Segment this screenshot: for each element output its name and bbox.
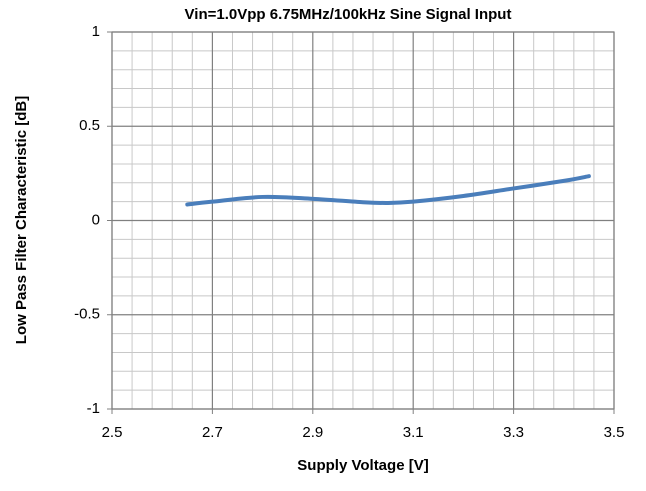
chart-subtitle: Vin=1.0Vpp 6.75MHz/100kHz Sine Signal In… — [185, 6, 512, 23]
y-tick-label: 0 — [92, 211, 100, 228]
x-axis-label: Supply Voltage [V] — [297, 457, 428, 474]
y-tick-label: -1 — [87, 400, 100, 417]
x-tick-label: 3.5 — [604, 424, 625, 441]
y-tick-label: 0.5 — [79, 117, 100, 134]
y-tick-label: -0.5 — [74, 306, 100, 323]
x-tick-label: 2.5 — [102, 424, 123, 441]
x-tick-label: 3.1 — [403, 424, 424, 441]
data-line — [185, 174, 591, 207]
x-tick-label: 3.3 — [503, 424, 524, 441]
x-tick-label: 2.9 — [302, 424, 323, 441]
plot-border — [111, 31, 615, 410]
y-tick-label: 1 — [92, 23, 100, 40]
x-tick-label: 2.7 — [202, 424, 223, 441]
y-axis-label: Low Pass Filter Characteristic [dB] — [13, 96, 30, 344]
